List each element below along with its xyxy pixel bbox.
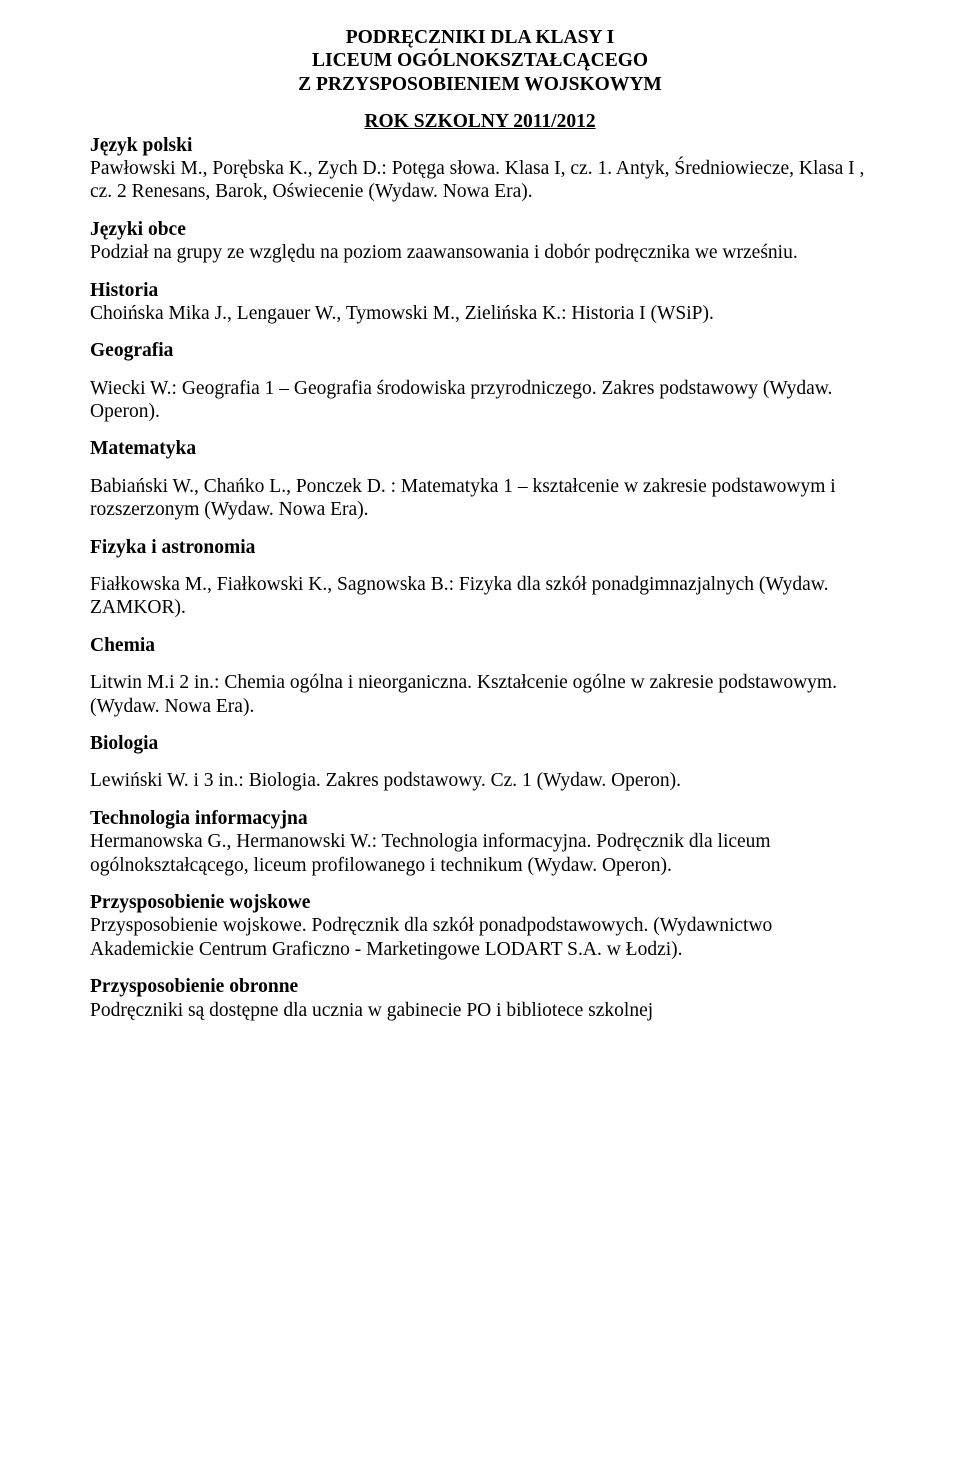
section-historia: Historia Choińska Mika J., Lengauer W., … (90, 279, 870, 326)
section-matematyka: Matematyka Babiański W., Chańko L., Ponc… (90, 437, 870, 521)
text-obce: Podział na grupy ze względu na poziom za… (90, 241, 870, 264)
heading-biologia: Biologia (90, 733, 158, 754)
section-polski: Język polski Pawłowski M., Porębska K., … (90, 134, 870, 204)
section-biologia: Biologia Lewiński W. i 3 in.: Biologia. … (90, 732, 870, 793)
heading-ti: Technologia informacyjna (90, 808, 308, 829)
text-geografia: Wiecki W.: Geografia 1 – Geografia środo… (90, 377, 870, 424)
heading-chemia: Chemia (90, 635, 155, 656)
document-page: PODRĘCZNIKI DLA KLASY I LICEUM OGÓLNOKSZ… (0, 0, 960, 1062)
heading-pw: Przysposobienie wojskowe (90, 892, 310, 913)
text-fizyka: Fiałkowska M., Fiałkowski K., Sagnowska … (90, 573, 870, 620)
section-obce: Języki obce Podział na grupy ze względu … (90, 218, 870, 265)
document-title: PODRĘCZNIKI DLA KLASY I LICEUM OGÓLNOKSZ… (90, 26, 870, 96)
heading-matematyka: Matematyka (90, 438, 196, 459)
text-matematyka: Babiański W., Chańko L., Ponczek D. : Ma… (90, 475, 870, 522)
text-historia: Choińska Mika J., Lengauer W., Tymowski … (90, 302, 870, 325)
heading-fizyka: Fizyka i astronomia (90, 537, 255, 558)
title-line-2: LICEUM OGÓLNOKSZTAŁCĄCEGO (90, 49, 870, 72)
text-polski: Pawłowski M., Porębska K., Zych D.: Potę… (90, 157, 870, 204)
title-line-3: Z PRZYSPOSOBIENIEM WOJSKOWYM (90, 73, 870, 96)
section-ti: Technologia informacyjna Hermanowska G.,… (90, 807, 870, 877)
section-geografia: Geografia Wiecki W.: Geografia 1 – Geogr… (90, 339, 870, 423)
heading-po: Przysposobienie obronne (90, 976, 298, 997)
text-po: Podręczniki są dostępne dla ucznia w gab… (90, 999, 870, 1022)
heading-historia: Historia (90, 280, 158, 301)
heading-obce: Języki obce (90, 219, 186, 240)
text-biologia: Lewiński W. i 3 in.: Biologia. Zakres po… (90, 769, 870, 792)
section-po: Przysposobienie obronne Podręczniki są d… (90, 975, 870, 1022)
title-line-1: PODRĘCZNIKI DLA KLASY I (90, 26, 870, 49)
section-chemia: Chemia Litwin M.i 2 in.: Chemia ogólna i… (90, 634, 870, 718)
heading-polski: Język polski (90, 135, 192, 156)
text-ti: Hermanowska G., Hermanowski W.: Technolo… (90, 830, 870, 877)
text-chemia: Litwin M.i 2 in.: Chemia ogólna i nieorg… (90, 671, 870, 718)
school-year: ROK SZKOLNY 2011/2012 (90, 110, 870, 133)
heading-geografia: Geografia (90, 340, 173, 361)
section-pw: Przysposobienie wojskowe Przysposobienie… (90, 891, 870, 961)
section-fizyka: Fizyka i astronomia Fiałkowska M., Fiałk… (90, 536, 870, 620)
text-pw: Przysposobienie wojskowe. Podręcznik dla… (90, 914, 870, 961)
